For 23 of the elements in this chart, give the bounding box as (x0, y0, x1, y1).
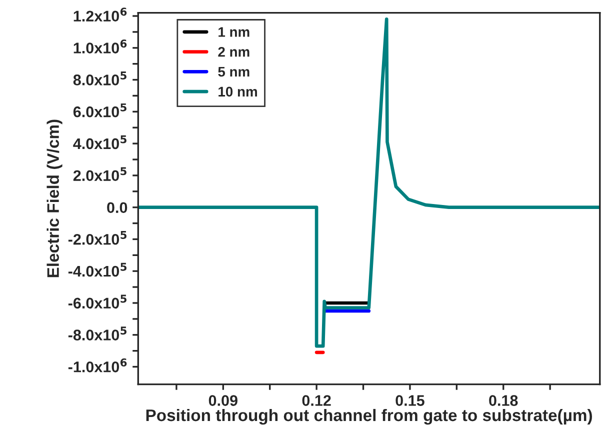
y-tick-label: 4.0x10$^{5}$ (73, 135, 126, 150)
y-tick-label: 0.0 (107, 202, 128, 214)
x-tick-label: 0.15 (396, 395, 424, 406)
y-tick-label: 1.2x10$^{6}$ (74, 8, 127, 22)
line-series (138, 18, 600, 348)
x-tick-label: 0.18 (489, 395, 518, 406)
y-tick-label: 1.0x10$^{6}$ (74, 40, 127, 54)
x-tick-label: 0.09 (208, 395, 238, 406)
x-tick-label: 0.12 (302, 395, 331, 406)
x-axis-title: Position through out channel from gate to substrate(µm) (146, 408, 592, 425)
y-tick-label: -4.0x10$^{5}$ (68, 262, 126, 277)
legend-label: 2 nm (218, 46, 250, 57)
y-tick-label: -1.0x10$^{6}$ (68, 358, 127, 372)
y-tick-label: -2.0x10$^{5}$ (68, 230, 126, 245)
y-tick-label: 8.0x10$^{5}$ (73, 72, 126, 86)
legend-label: 5 nm (218, 66, 250, 77)
y-tick-label: -8.0x10$^{5}$ (68, 326, 126, 340)
legend-label: 1 nm (218, 27, 250, 37)
y-tick-label: -6.0x10$^{5}$ (68, 294, 126, 309)
y-tick-label: 2.0x10$^{5}$ (73, 167, 126, 182)
y-axis-title: Electric Field (V/cm) (46, 120, 62, 278)
legend-label: 10 nm (218, 86, 257, 97)
y-tick-label: 6.0x10$^{5}$ (73, 103, 126, 118)
